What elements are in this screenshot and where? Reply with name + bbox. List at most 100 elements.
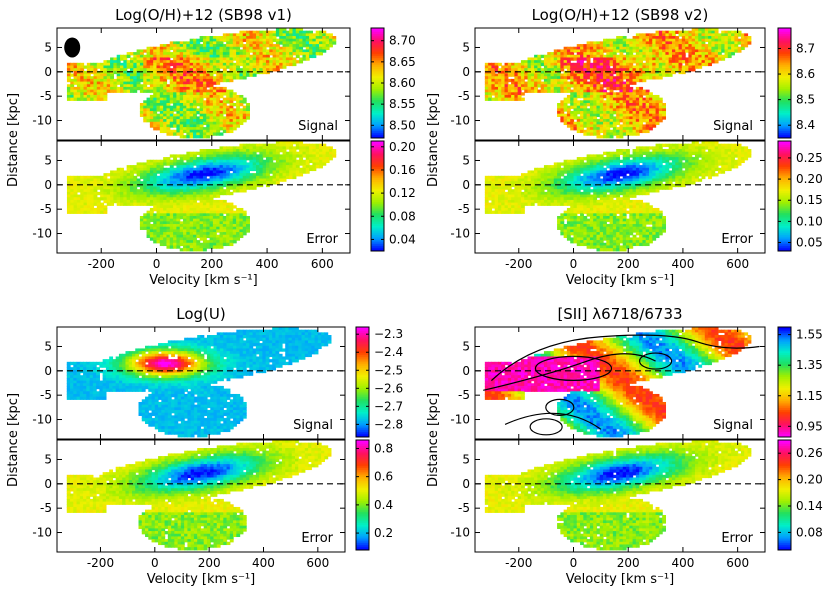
colorbar-segment bbox=[356, 374, 369, 377]
colorbar-segment bbox=[778, 544, 791, 547]
colorbar-segment bbox=[778, 542, 791, 545]
colorbar-segment bbox=[778, 454, 791, 457]
colorbar-tick-label: 8.70 bbox=[389, 34, 416, 48]
colorbar-segment bbox=[356, 511, 369, 514]
colorbar-segment bbox=[778, 338, 791, 341]
colorbar-segment bbox=[371, 33, 384, 36]
colorbar-segment bbox=[356, 393, 369, 396]
colorbar-segment bbox=[356, 526, 369, 529]
colorbar-tick-label: 0.05 bbox=[796, 236, 823, 250]
colorbar-tick-label: 8.65 bbox=[389, 55, 416, 69]
colorbar-segment bbox=[778, 142, 791, 146]
colorbar-segment bbox=[371, 183, 384, 186]
colorbar-segment bbox=[371, 114, 384, 117]
colorbar-segment bbox=[778, 411, 791, 414]
x-tick-label: 400 bbox=[671, 556, 694, 570]
y-tick-label: -5 bbox=[40, 501, 52, 515]
colorbar-segment bbox=[778, 332, 791, 335]
heatmap-cells bbox=[484, 28, 752, 139]
colorbar-segment bbox=[778, 482, 791, 485]
colorbar-tick-label: 8.55 bbox=[389, 97, 416, 111]
colorbar-segment bbox=[778, 203, 791, 206]
x-axis-label: Velocity [km s⁻¹] bbox=[566, 572, 674, 587]
colorbar-segment bbox=[778, 183, 791, 186]
colorbar: 0.04 0.08 0.12 0.16 0.20 bbox=[370, 140, 416, 252]
colorbar-segment bbox=[778, 72, 791, 75]
colorbar-segment bbox=[371, 86, 384, 89]
colorbar-segment bbox=[778, 478, 791, 481]
y-tick-label: -5 bbox=[458, 202, 470, 216]
colorbar-segment bbox=[778, 53, 791, 56]
colorbar-segment bbox=[778, 234, 791, 237]
colorbar-segment bbox=[356, 416, 369, 420]
colorbar-segment bbox=[356, 509, 369, 512]
colorbar-segment bbox=[778, 88, 791, 91]
colorbar-segment bbox=[356, 447, 369, 450]
y-tick-label: 0 bbox=[44, 364, 52, 378]
colorbar-segment bbox=[371, 185, 384, 188]
colorbar-segment bbox=[778, 352, 791, 355]
panel-label: Signal bbox=[298, 119, 338, 134]
colorbar-segment bbox=[371, 186, 384, 190]
colorbar-segment bbox=[371, 42, 384, 45]
colorbar-segment bbox=[371, 199, 384, 202]
colorbar-segment bbox=[371, 103, 384, 106]
colorbar-segment bbox=[371, 125, 384, 128]
y-tick-label: 5 bbox=[44, 153, 52, 167]
colorbar-segment bbox=[778, 179, 791, 182]
colorbar-segment bbox=[778, 123, 791, 126]
colorbar-segment bbox=[371, 247, 384, 250]
colorbar-tick-label: 0.6 bbox=[374, 470, 393, 484]
colorbar-segment bbox=[778, 177, 791, 180]
colorbar-segment bbox=[778, 518, 791, 522]
colorbar-segment bbox=[778, 474, 791, 478]
colorbar-segment bbox=[371, 94, 384, 97]
colorbar-segment bbox=[778, 157, 791, 160]
colorbar-segment bbox=[356, 480, 369, 483]
colorbar-segment bbox=[371, 88, 384, 91]
colorbar-segment bbox=[371, 243, 384, 246]
panel-p4: -200 0 200 400 600 -10 -5 0 5 Velocity [km s⁻¹] Er… bbox=[450, 140, 823, 288]
colorbar-segment bbox=[778, 365, 791, 368]
colorbar-segment bbox=[371, 79, 384, 82]
colorbar-segment bbox=[778, 491, 791, 494]
colorbar-segment bbox=[778, 418, 791, 421]
colorbar-segment bbox=[356, 361, 369, 365]
colorbar-segment bbox=[778, 94, 791, 97]
colorbar-segment bbox=[356, 482, 369, 485]
colorbar-segment bbox=[778, 394, 791, 398]
colorbar-segment bbox=[356, 440, 369, 443]
colorbar-segment bbox=[356, 540, 369, 544]
colorbar-segment bbox=[371, 66, 384, 69]
colorbar-segment bbox=[371, 170, 384, 173]
colorbar-segment bbox=[778, 489, 791, 492]
colorbar-segment bbox=[778, 533, 791, 536]
colorbar-segment bbox=[778, 247, 791, 250]
x-tick-label: 0 bbox=[151, 556, 159, 570]
colorbar-segment bbox=[778, 345, 791, 348]
axes-frame bbox=[474, 140, 766, 254]
colorbar-segment bbox=[778, 46, 791, 49]
colorbar-segment bbox=[371, 190, 384, 193]
colorbar-segment bbox=[356, 496, 369, 500]
colorbar-segment bbox=[778, 531, 791, 534]
colorbar-segment bbox=[356, 474, 369, 478]
colorbar-segment bbox=[778, 101, 791, 104]
colorbar-segment bbox=[778, 185, 791, 188]
colorbar-segment bbox=[371, 240, 384, 243]
colorbar-segment bbox=[778, 201, 791, 204]
colorbar-segment bbox=[778, 539, 791, 542]
colorbar-tick-label: 8.50 bbox=[389, 118, 416, 132]
colorbar-segment bbox=[371, 72, 384, 75]
colorbar-segment bbox=[356, 458, 369, 461]
colorbar-segment bbox=[778, 92, 791, 95]
colorbar-segment bbox=[778, 210, 791, 213]
colorbar-segment bbox=[778, 95, 791, 99]
heatmap-cells bbox=[66, 327, 332, 438]
colorbar-segment bbox=[371, 208, 384, 212]
colorbar-segment bbox=[778, 385, 791, 388]
colorbar-segment bbox=[778, 110, 791, 113]
colorbar-segment bbox=[778, 59, 791, 62]
colorbar-segment bbox=[371, 153, 384, 157]
x-tick-label: 400 bbox=[252, 556, 275, 570]
